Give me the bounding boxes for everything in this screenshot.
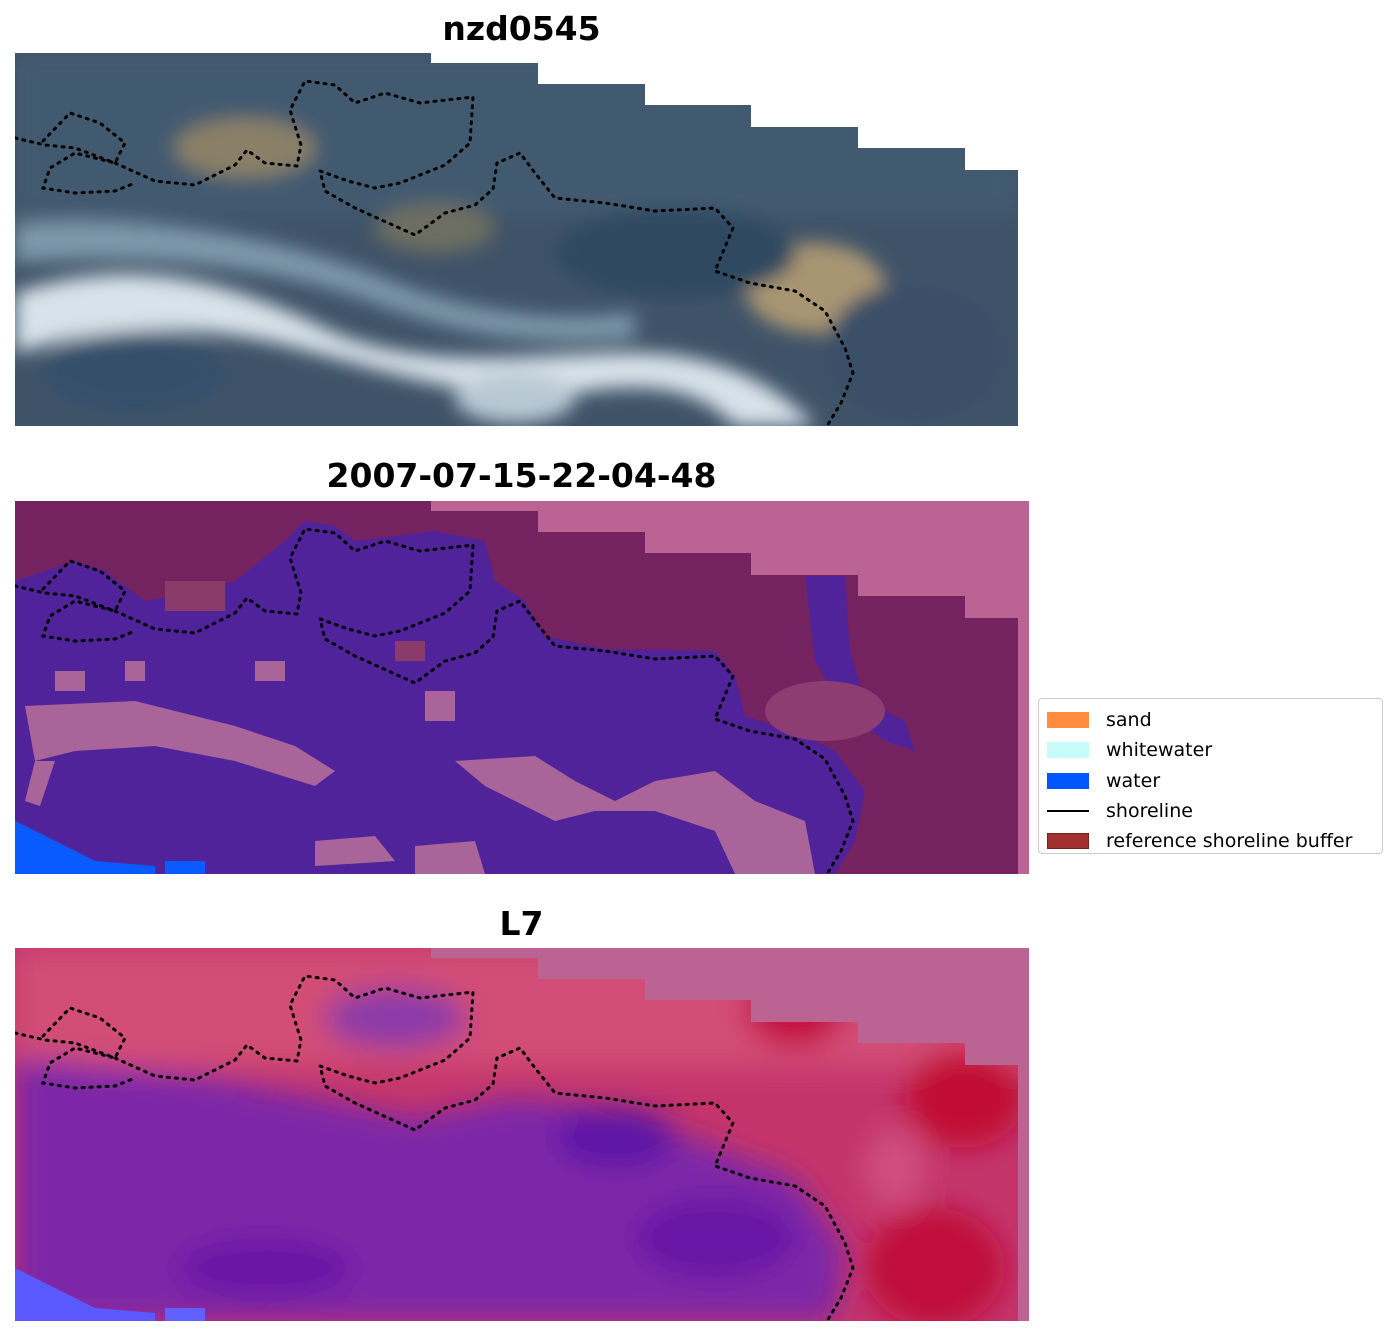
legend-label: sand [1106,709,1152,732]
whitewater-swatch [1047,742,1089,759]
legend: sand whitewater water shoreline referenc… [1038,698,1383,854]
legend-item-buffer: reference shoreline buffer [1039,826,1382,856]
shoreline-trace-index [15,974,855,1321]
shoreline-line-swatch [1047,810,1089,813]
shoreline-trace-classified [15,527,855,874]
buffer-swatch [1047,833,1089,850]
panel-title-date: 2007-07-15-22-04-48 [326,456,717,495]
sand-swatch [1047,712,1089,729]
index-image [15,948,1029,1321]
legend-label: reference shoreline buffer [1106,830,1353,853]
classified-image [15,501,1029,874]
panel-title-rgb: nzd0545 [442,9,601,48]
water-swatch [1047,772,1089,789]
shoreline-trace-rgb [15,79,855,426]
panel-title-satellite: L7 [499,904,544,943]
legend-item-shoreline: shoreline [1039,796,1382,826]
legend-item-sand: sand [1039,705,1382,735]
legend-label: shoreline [1106,800,1193,823]
legend-item-water: water [1039,766,1382,796]
legend-item-whitewater: whitewater [1039,735,1382,765]
legend-label: water [1106,769,1161,792]
legend-label: whitewater [1106,739,1213,762]
rgb-image [15,53,1018,426]
